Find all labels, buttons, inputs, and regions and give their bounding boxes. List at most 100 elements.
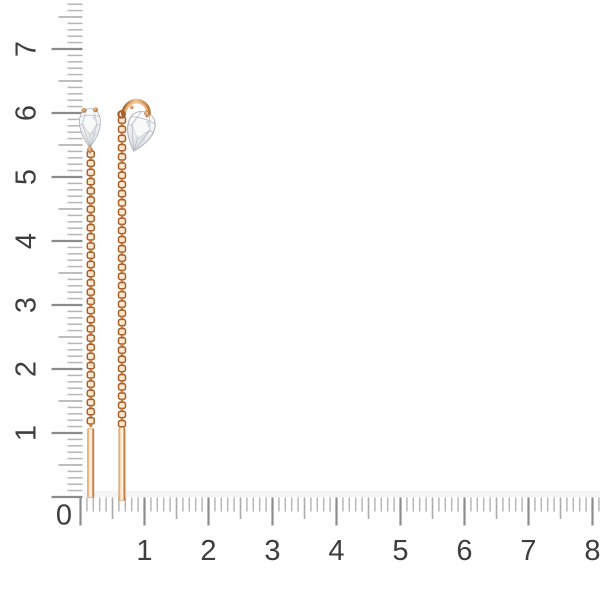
ruler-number: 4 bbox=[11, 233, 43, 249]
chain-link bbox=[86, 389, 96, 398]
chain-link bbox=[117, 189, 127, 198]
chain-link bbox=[86, 407, 96, 416]
chain-link bbox=[117, 410, 127, 419]
left-earring bbox=[78, 107, 102, 498]
chain-link bbox=[86, 325, 96, 333]
ruler-number: 5 bbox=[392, 535, 408, 567]
chain-link bbox=[86, 205, 96, 214]
ruler-number: 3 bbox=[11, 297, 43, 313]
left-earring-prong bbox=[81, 108, 87, 113]
ruler-number: 7 bbox=[520, 535, 536, 567]
chain-link bbox=[117, 419, 127, 428]
chain-link bbox=[86, 279, 96, 287]
chain-link bbox=[117, 254, 127, 262]
chain-link bbox=[117, 291, 127, 299]
chain-link bbox=[117, 392, 127, 400]
chain-link bbox=[86, 361, 96, 370]
chain-link bbox=[117, 235, 127, 244]
chain-link bbox=[86, 315, 96, 324]
chain-link-connector bbox=[89, 424, 93, 428]
chain-link bbox=[117, 162, 127, 170]
chain-link bbox=[86, 214, 96, 223]
chain-link bbox=[86, 343, 96, 352]
chain-link bbox=[117, 337, 127, 345]
chain-link bbox=[86, 196, 96, 204]
chain-link bbox=[117, 355, 127, 364]
vertical-ruler: 7 6 5 4 3 2 1 bbox=[11, 3, 83, 499]
chain-link bbox=[117, 309, 127, 318]
chain-link bbox=[86, 242, 96, 250]
right-earring-ear-back bbox=[120, 98, 151, 117]
chain-link bbox=[86, 187, 96, 195]
chain-link bbox=[86, 288, 96, 296]
chain-link bbox=[86, 334, 96, 342]
chain-link bbox=[117, 318, 127, 327]
left-earring-threader-bar bbox=[87, 428, 95, 498]
chain-link bbox=[86, 168, 96, 177]
chain-link bbox=[117, 180, 127, 189]
left-earring-diamond bbox=[78, 108, 102, 148]
chain-link bbox=[117, 263, 127, 272]
chain-link bbox=[86, 417, 96, 425]
horizontal-ruler-ticks bbox=[79, 497, 600, 526]
chain-link bbox=[117, 134, 127, 143]
ruler-number: 6 bbox=[456, 535, 472, 567]
chain-link bbox=[86, 159, 96, 168]
chain-link bbox=[117, 383, 127, 391]
chain-link bbox=[117, 272, 127, 281]
chain-link bbox=[117, 364, 127, 373]
ruler-number: 7 bbox=[11, 41, 43, 57]
chain-link bbox=[117, 245, 127, 253]
left-earring-chain bbox=[86, 150, 96, 428]
chain-link bbox=[86, 398, 96, 407]
chain-link bbox=[117, 300, 127, 308]
ruler-edge-shadow bbox=[83, 490, 600, 497]
vertical-ruler-labels: 7 6 5 4 3 2 1 bbox=[11, 41, 43, 441]
ruler-number: 2 bbox=[11, 361, 43, 377]
chain-link bbox=[117, 346, 127, 354]
right-earring-chain-loop bbox=[117, 110, 126, 119]
right-earring-prong bbox=[143, 109, 151, 118]
ruler-number: 1 bbox=[11, 425, 43, 441]
chain-link bbox=[117, 401, 127, 410]
ruler-number: 4 bbox=[328, 535, 344, 567]
chain-link bbox=[117, 226, 127, 235]
vertical-ruler-ticks bbox=[51, 3, 83, 499]
right-earring-threader-bar bbox=[118, 427, 126, 501]
chain-link bbox=[86, 371, 96, 379]
chain-link bbox=[117, 199, 127, 207]
ruler-number: 5 bbox=[11, 169, 43, 185]
chain-link bbox=[86, 233, 96, 241]
chain-link bbox=[117, 373, 127, 382]
right-earring bbox=[117, 98, 160, 501]
chain-link bbox=[86, 380, 96, 388]
chain-link bbox=[117, 143, 127, 152]
chain-link bbox=[86, 251, 96, 260]
ruler-number: 1 bbox=[136, 535, 152, 567]
horizontal-ruler: 0 1 2 3 4 5 6 7 8 bbox=[56, 497, 600, 568]
horizontal-ruler-labels: 0 1 2 3 4 5 6 7 8 bbox=[56, 500, 600, 568]
chain-link bbox=[86, 223, 96, 232]
left-earring-prong bbox=[93, 107, 99, 113]
chain-link bbox=[117, 208, 127, 216]
chain-link bbox=[86, 269, 96, 278]
chain-link bbox=[117, 153, 127, 161]
chain-link bbox=[86, 177, 96, 186]
right-earring-prong bbox=[129, 105, 134, 110]
chain-link bbox=[117, 125, 127, 134]
ruler-number: 0 bbox=[56, 500, 72, 532]
chain-link bbox=[117, 327, 127, 336]
right-earring-chain bbox=[117, 116, 127, 430]
chain-link bbox=[86, 297, 96, 306]
ruler-number: 2 bbox=[200, 535, 216, 567]
left-earring-bail bbox=[86, 144, 94, 155]
chain-link bbox=[86, 352, 96, 361]
chain-link bbox=[86, 260, 96, 269]
ruler-number: 6 bbox=[11, 105, 43, 121]
chain-link bbox=[117, 171, 127, 180]
ruler-number: 3 bbox=[264, 535, 280, 567]
chain-link bbox=[117, 281, 127, 290]
chain-link bbox=[86, 306, 96, 315]
